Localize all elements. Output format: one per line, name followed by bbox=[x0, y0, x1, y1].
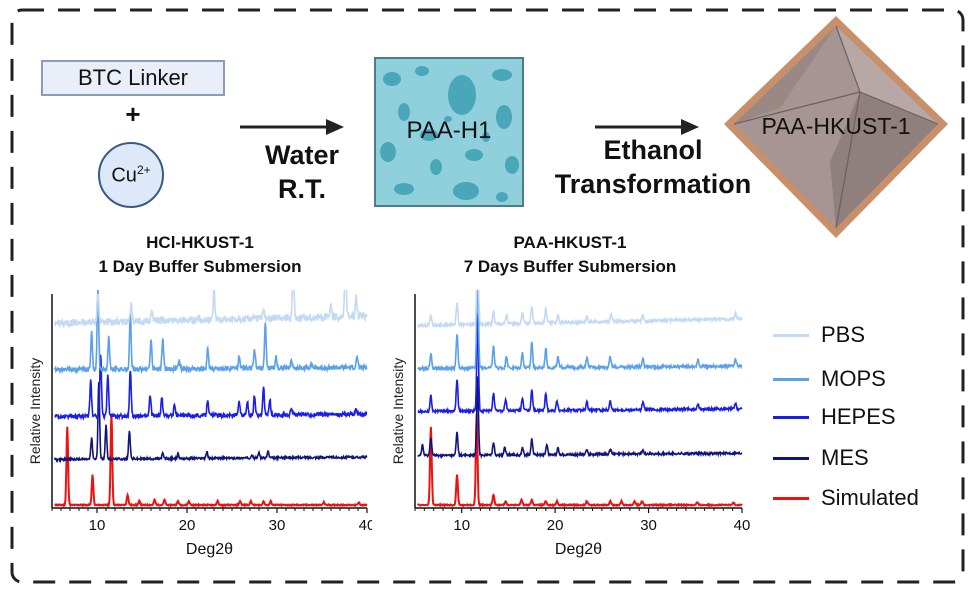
plot1-title: HCl-HKUST-1 1 Day Buffer Submersion bbox=[60, 231, 340, 279]
paa-h1-label: PAA-H1 bbox=[407, 117, 492, 144]
plot2-title-line1: PAA-HKUST-1 bbox=[513, 233, 627, 252]
plus-sign: + bbox=[125, 99, 141, 129]
y-axis-label: Relative Intensity bbox=[390, 358, 406, 465]
x-axis-label: Deg2θ bbox=[186, 541, 233, 558]
plot1-title-line2: 1 Day Buffer Submersion bbox=[98, 257, 302, 276]
x-tick-label-10: 10 bbox=[89, 517, 106, 534]
step1-condition: Water R.T. bbox=[232, 138, 372, 206]
step1-solvent: Water bbox=[264, 140, 339, 170]
x-tick-label-30: 30 bbox=[640, 517, 657, 534]
x-tick-label-10: 10 bbox=[453, 517, 470, 534]
x-tick-label-20: 20 bbox=[179, 517, 196, 534]
paa-hkust-1-label: PAA-HKUST-1 bbox=[761, 113, 910, 139]
trace-pbs bbox=[417, 290, 743, 330]
reaction-arrow-2 bbox=[595, 119, 699, 135]
legend-item-pbs: PBS bbox=[773, 320, 963, 350]
plot2-title: PAA-HKUST-1 7 Days Buffer Submersion bbox=[430, 231, 710, 279]
x-axis-label: Deg2θ bbox=[555, 541, 602, 558]
legend-label-mops: MOPS bbox=[821, 366, 886, 391]
x-tick-label-30: 30 bbox=[269, 517, 286, 534]
legend-swatch-pbs bbox=[773, 334, 809, 337]
x-tick-label-40: 40 bbox=[359, 517, 372, 534]
dashed-frame bbox=[10, 8, 965, 584]
trace-hepes bbox=[417, 313, 743, 416]
legend-swatch-simulated bbox=[773, 497, 809, 500]
trace-mops bbox=[417, 290, 743, 373]
paa-h1-background bbox=[374, 57, 524, 207]
legend-item-simulated: Simulated bbox=[773, 483, 963, 513]
x-tick-label-20: 20 bbox=[547, 517, 564, 534]
copper-ion-label: Cu2+ bbox=[111, 163, 150, 188]
xrd-plot-paa-hkust-1: 10 20 30 40 Deg2θ Relative Intensity bbox=[390, 290, 750, 558]
trace-mops bbox=[53, 290, 368, 375]
trace-pbs bbox=[54, 290, 368, 329]
legend-swatch-mes bbox=[773, 457, 809, 460]
legend-swatch-mops bbox=[773, 378, 809, 381]
paa-h1-pores bbox=[380, 66, 519, 202]
step2-process: Transformation bbox=[554, 169, 752, 199]
octahedron-face-top-left bbox=[734, 26, 836, 124]
paa-h1-tile: PAA-H1 bbox=[374, 57, 524, 207]
step1-temperature: R.T. bbox=[277, 174, 326, 204]
x-tick-label-40: 40 bbox=[734, 517, 750, 534]
copper-charge: 2+ bbox=[136, 162, 151, 177]
legend-label-hepes: HEPES bbox=[821, 404, 896, 429]
legend-item-mes: MES bbox=[773, 443, 963, 473]
legend-label-mes: MES bbox=[821, 445, 869, 470]
octahedron-face-bottom-right bbox=[830, 92, 938, 228]
copper-ion-circle: Cu2+ bbox=[98, 142, 164, 208]
trace-simulated bbox=[416, 414, 743, 509]
xrd-plot-hcl-hkust-1: 10 20 30 40 Deg2θ Relative Intensity bbox=[27, 290, 372, 558]
plot1-title-line1: HCl-HKUST-1 bbox=[146, 233, 254, 252]
plot2-title-line2: 7 Days Buffer Submersion bbox=[463, 257, 677, 276]
paa-hkust-1-octahedron: PAA-HKUST-1 bbox=[724, 16, 948, 238]
legend-swatch-hepes bbox=[773, 416, 809, 419]
step2-condition: Ethanol Transformation bbox=[548, 133, 758, 201]
legend-item-hepes: HEPES bbox=[773, 402, 963, 432]
octahedron-face-top-right bbox=[836, 26, 938, 124]
legend-item-mops: MOPS bbox=[773, 364, 963, 394]
trace-hepes bbox=[54, 354, 368, 421]
trace-simulated bbox=[54, 414, 368, 508]
reaction-arrow-1 bbox=[240, 119, 344, 135]
btc-linker-label: BTC Linker bbox=[77, 65, 189, 90]
legend-label-pbs: PBS bbox=[821, 322, 866, 347]
btc-linker-box: BTC Linker bbox=[41, 60, 225, 96]
trace-mes bbox=[417, 376, 743, 460]
y-axis-label: Relative Intensity bbox=[27, 358, 43, 465]
legend-label-simulated: Simulated bbox=[821, 485, 919, 510]
step2-solvent: Ethanol bbox=[603, 135, 703, 165]
trace-mes bbox=[53, 382, 368, 464]
copper-symbol: Cu bbox=[111, 164, 137, 187]
